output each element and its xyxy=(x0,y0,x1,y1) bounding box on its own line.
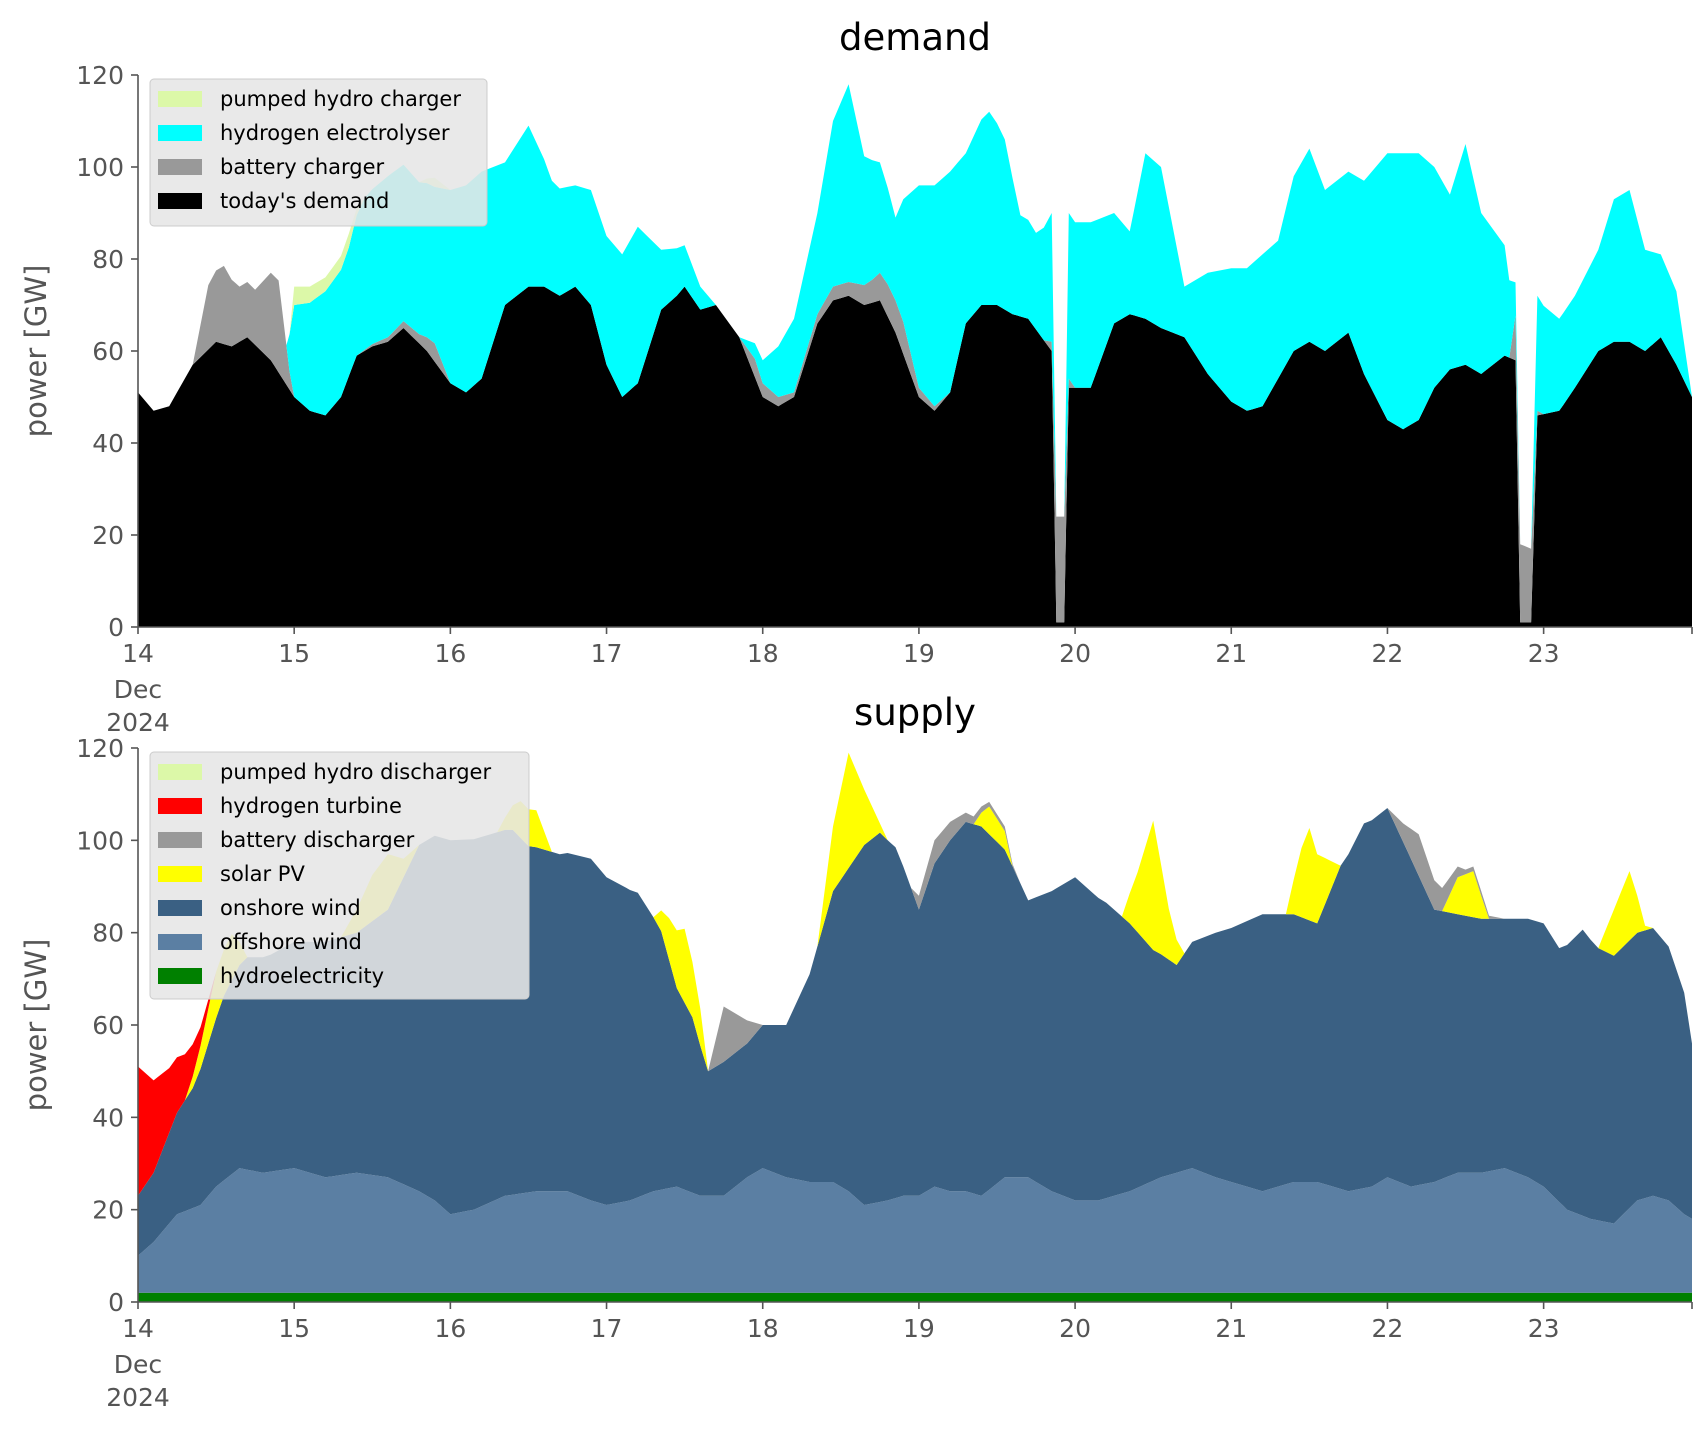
legend-swatch-today-s-demand xyxy=(158,193,202,209)
legend-label-battery-discharger: battery discharger xyxy=(220,828,415,852)
legend-swatch-hydrogen-electrolyser xyxy=(158,125,202,141)
x-tick-label: 23 xyxy=(1528,1314,1560,1343)
y-tick-label: 20 xyxy=(92,521,124,550)
series-area-today-s-demand xyxy=(138,286,1692,627)
x-tick-label: 22 xyxy=(1372,639,1404,668)
legend-label-solar-pv: solar PV xyxy=(220,862,305,886)
legend-label-hydrogen-turbine: hydrogen turbine xyxy=(220,794,402,818)
legend-swatch-offshore-wind xyxy=(158,934,202,950)
y-tick-label: 120 xyxy=(76,61,124,90)
chart-title: demand xyxy=(839,16,991,59)
legend-swatch-hydrogen-turbine xyxy=(158,798,202,814)
x-tick-label: 23 xyxy=(1528,639,1560,668)
y-axis-label: power [GW] xyxy=(19,939,53,1112)
x-tick-label: 19 xyxy=(903,639,935,668)
legend: pumped hydro discharger hydrogen turbine b… xyxy=(149,751,530,1000)
y-tick-label: 120 xyxy=(76,734,124,763)
x-tick-label: 14 xyxy=(122,1314,154,1343)
legend-swatch-battery-discharger xyxy=(158,832,202,848)
x-tick-sublabel: Dec xyxy=(114,675,162,704)
x-tick-label: 20 xyxy=(1059,639,1091,668)
legend-swatch-hydroelectricity xyxy=(158,968,202,984)
x-tick-label: 14 xyxy=(122,639,154,668)
x-tick-label: 21 xyxy=(1215,1314,1247,1343)
x-tick-label: 21 xyxy=(1215,639,1247,668)
legend-label-onshore-wind: onshore wind xyxy=(220,896,361,920)
legend-swatch-battery-charger xyxy=(158,159,202,175)
x-tick-label: 17 xyxy=(591,1314,623,1343)
legend-box xyxy=(149,78,488,227)
y-tick-label: 100 xyxy=(76,826,124,855)
legend-label-today-s-demand: today's demand xyxy=(220,189,389,213)
y-tick-label: 60 xyxy=(92,1011,124,1040)
legend-label-hydrogen-electrolyser: hydrogen electrolyser xyxy=(220,121,450,145)
legend-swatch-onshore-wind xyxy=(158,900,202,916)
legend-label-battery-charger: battery charger xyxy=(220,155,385,179)
y-tick-label: 40 xyxy=(92,1103,124,1132)
series-area-solar-pv xyxy=(138,752,1692,1196)
legend-label-pumped-hydro-charger: pumped hydro charger xyxy=(220,87,461,111)
x-tick-sublabel: 2024 xyxy=(106,1383,170,1412)
demand-panel: demand power [GW] 0 20 40 60 80 100 120 14 15 16 17 1… xyxy=(19,16,1693,737)
legend-swatch-pumped-hydro-discharger xyxy=(158,764,202,780)
y-tick-label: 80 xyxy=(92,245,124,274)
legend: pumped hydro charger hydrogen electrolyse… xyxy=(149,78,488,227)
y-tick-label: 60 xyxy=(92,337,124,366)
supply-panel: supply power [GW] 0 20 40 60 80 100 120 14 15 16 17 1… xyxy=(19,691,1693,1412)
x-tick-label: 16 xyxy=(434,639,466,668)
x-tick-label: 22 xyxy=(1372,1314,1404,1343)
y-tick-label: 80 xyxy=(92,919,124,948)
legend-label-hydroelectricity: hydroelectricity xyxy=(220,964,384,988)
y-tick-label: 40 xyxy=(92,429,124,458)
series-area-hydrogen-electrolyser xyxy=(138,84,1692,549)
legend-label-pumped-hydro-discharger: pumped hydro discharger xyxy=(220,760,491,784)
x-tick-label: 17 xyxy=(591,639,623,668)
legend-swatch-solar-pv xyxy=(158,866,202,882)
chart-title: supply xyxy=(854,691,976,734)
x-tick-label: 20 xyxy=(1059,1314,1091,1343)
y-tick-label: 100 xyxy=(76,153,124,182)
legend-box xyxy=(149,751,530,1000)
series-area-offshore-wind xyxy=(138,1168,1692,1293)
y-tick-label: 0 xyxy=(108,1288,124,1317)
y-tick-label: 0 xyxy=(108,613,124,642)
area-series-group xyxy=(138,84,1692,627)
legend-swatch-pumped-hydro-charger xyxy=(158,91,202,107)
x-tick-label: 15 xyxy=(278,639,310,668)
x-tick-sublabel: 2024 xyxy=(106,708,170,737)
x-tick-label: 16 xyxy=(434,1314,466,1343)
x-tick-label: 18 xyxy=(747,639,779,668)
legend-label-offshore-wind: offshore wind xyxy=(220,930,362,954)
x-tick-label: 19 xyxy=(903,1314,935,1343)
x-tick-sublabel: Dec xyxy=(114,1350,162,1379)
x-tick-label: 15 xyxy=(278,1314,310,1343)
series-area-hydroelectricity xyxy=(138,1292,1692,1302)
x-tick-label: 18 xyxy=(747,1314,779,1343)
y-tick-label: 20 xyxy=(92,1196,124,1225)
y-axis-label: power [GW] xyxy=(19,265,53,438)
